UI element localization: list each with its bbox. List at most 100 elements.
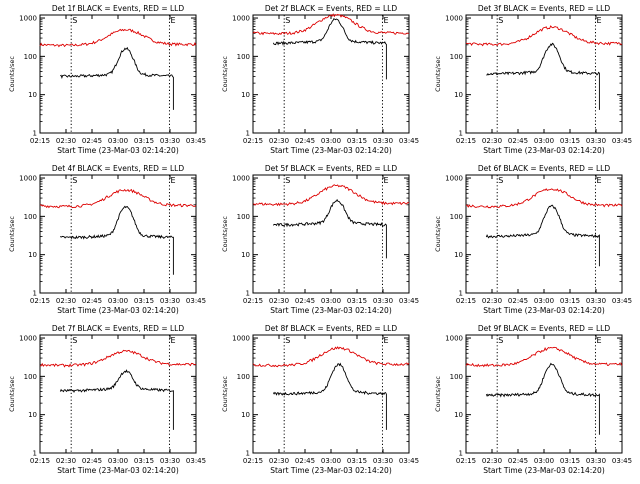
series-events-line bbox=[59, 369, 174, 430]
y-tick-label: 1 bbox=[459, 130, 463, 138]
y-tick-label: 10 bbox=[241, 411, 250, 419]
series-events-line bbox=[60, 46, 174, 110]
x-tick-label: 02:15 bbox=[243, 457, 263, 465]
x-axis-label: Start Time (23-Mar-03 02:14:20) bbox=[57, 306, 179, 315]
marker-label-E: E bbox=[170, 16, 175, 25]
plot-frame bbox=[39, 14, 197, 134]
series-lld-line bbox=[39, 188, 197, 209]
y-tick-label: 1 bbox=[246, 130, 250, 138]
x-tick-label: 02:30 bbox=[269, 457, 289, 465]
x-tick-label: 03:45 bbox=[399, 137, 419, 145]
x-tick-label: 02:30 bbox=[482, 297, 502, 305]
y-tick-label: 1000 bbox=[19, 175, 37, 183]
y-axis-label: Counts/sec bbox=[221, 56, 229, 92]
x-tick-label: 03:30 bbox=[586, 457, 606, 465]
y-tick-label: 100 bbox=[237, 53, 250, 61]
x-tick-label: 03:45 bbox=[612, 137, 632, 145]
marker-label-S: S bbox=[285, 16, 290, 25]
y-tick-label: 100 bbox=[24, 213, 37, 221]
x-tick-label: 03:00 bbox=[321, 297, 341, 305]
chart-panel-3: Det 3f BLACK = Events, RED = LLD Counts/s… bbox=[434, 4, 632, 155]
x-tick-label: 03:15 bbox=[560, 457, 580, 465]
marker-label-E: E bbox=[170, 176, 175, 185]
x-tick-label: 03:30 bbox=[160, 297, 180, 305]
series-events-line bbox=[485, 204, 600, 267]
series-events-line bbox=[60, 205, 174, 275]
y-tick-label: 10 bbox=[28, 91, 37, 99]
y-tick-label: 1 bbox=[33, 130, 37, 138]
y-axis-label: Counts/sec bbox=[8, 376, 16, 412]
y-tick-label: 10 bbox=[454, 251, 463, 259]
y-tick-label: 10 bbox=[454, 411, 463, 419]
y-tick-label: 10 bbox=[28, 411, 37, 419]
marker-label-S: S bbox=[498, 16, 503, 25]
chart-title: Det 6f BLACK = Events, RED = LLD bbox=[478, 164, 611, 173]
x-tick-label: 02:30 bbox=[56, 297, 76, 305]
x-tick-label: 02:30 bbox=[482, 137, 502, 145]
y-tick-label: 10 bbox=[454, 91, 463, 99]
chart-title: Det 3f BLACK = Events, RED = LLD bbox=[478, 4, 611, 13]
marker-label-E: E bbox=[383, 16, 388, 25]
x-tick-label: 02:15 bbox=[30, 457, 50, 465]
series-lld-line bbox=[465, 346, 623, 368]
y-tick-label: 1000 bbox=[19, 15, 37, 23]
x-tick-label: 02:45 bbox=[295, 457, 315, 465]
series-lld-line bbox=[252, 184, 410, 207]
x-tick-label: 02:15 bbox=[243, 137, 263, 145]
x-tick-label: 03:30 bbox=[373, 137, 393, 145]
y-tick-label: 1000 bbox=[445, 175, 463, 183]
marker-label-E: E bbox=[383, 176, 388, 185]
y-axis-label: Counts/sec bbox=[221, 216, 229, 252]
x-tick-label: 02:15 bbox=[30, 137, 50, 145]
x-tick-label: 03:15 bbox=[134, 297, 154, 305]
chart-title: Det 9f BLACK = Events, RED = LLD bbox=[478, 324, 611, 333]
series-events-line bbox=[486, 42, 600, 110]
series-events-line bbox=[272, 18, 387, 80]
x-tick-label: 02:30 bbox=[269, 297, 289, 305]
x-tick-label: 03:00 bbox=[108, 297, 128, 305]
x-tick-label: 03:30 bbox=[160, 137, 180, 145]
x-tick-label: 03:45 bbox=[186, 137, 206, 145]
series-events-line bbox=[485, 362, 600, 435]
y-tick-label: 1000 bbox=[232, 175, 250, 183]
x-tick-label: 03:00 bbox=[321, 457, 341, 465]
chart-panel-7: Det 7f BLACK = Events, RED = LLD Counts/s… bbox=[8, 324, 206, 475]
x-tick-label: 02:15 bbox=[243, 297, 263, 305]
y-tick-label: 1 bbox=[246, 450, 250, 458]
x-tick-label: 03:45 bbox=[612, 457, 632, 465]
y-tick-label: 10 bbox=[28, 251, 37, 259]
series-lld-line bbox=[39, 349, 197, 368]
x-tick-label: 03:15 bbox=[134, 137, 154, 145]
y-axis-label: Counts/sec bbox=[434, 56, 442, 92]
x-axis-label: Start Time (23-Mar-03 02:14:20) bbox=[57, 466, 179, 475]
y-axis-label: Counts/sec bbox=[8, 56, 16, 92]
y-tick-label: 1000 bbox=[232, 335, 250, 343]
y-tick-label: 1000 bbox=[445, 15, 463, 23]
marker-label-E: E bbox=[596, 336, 601, 345]
x-tick-label: 03:15 bbox=[347, 457, 367, 465]
y-tick-label: 100 bbox=[24, 373, 37, 381]
y-axis-label: Counts/sec bbox=[434, 376, 442, 412]
x-tick-label: 03:30 bbox=[373, 297, 393, 305]
y-tick-label: 1000 bbox=[445, 335, 463, 343]
x-tick-label: 03:15 bbox=[560, 297, 580, 305]
x-tick-label: 03:45 bbox=[399, 457, 419, 465]
chart-title: Det 7f BLACK = Events, RED = LLD bbox=[52, 324, 185, 333]
y-tick-label: 100 bbox=[450, 53, 463, 61]
x-axis-label: Start Time (23-Mar-03 02:14:20) bbox=[483, 466, 605, 475]
chart-panel-2: Det 2f BLACK = Events, RED = LLD Counts/s… bbox=[221, 4, 419, 155]
x-tick-label: 02:30 bbox=[56, 457, 76, 465]
x-tick-label: 03:15 bbox=[560, 137, 580, 145]
x-tick-label: 02:30 bbox=[56, 137, 76, 145]
x-tick-label: 02:45 bbox=[82, 297, 102, 305]
series-lld-line bbox=[252, 13, 410, 36]
marker-label-S: S bbox=[72, 176, 77, 185]
x-tick-label: 03:45 bbox=[186, 457, 206, 465]
x-tick-label: 03:45 bbox=[186, 297, 206, 305]
x-tick-label: 02:15 bbox=[456, 297, 476, 305]
x-tick-label: 03:45 bbox=[612, 297, 632, 305]
chart-title: Det 2f BLACK = Events, RED = LLD bbox=[265, 4, 398, 13]
x-tick-label: 03:00 bbox=[534, 457, 554, 465]
y-tick-label: 100 bbox=[450, 373, 463, 381]
